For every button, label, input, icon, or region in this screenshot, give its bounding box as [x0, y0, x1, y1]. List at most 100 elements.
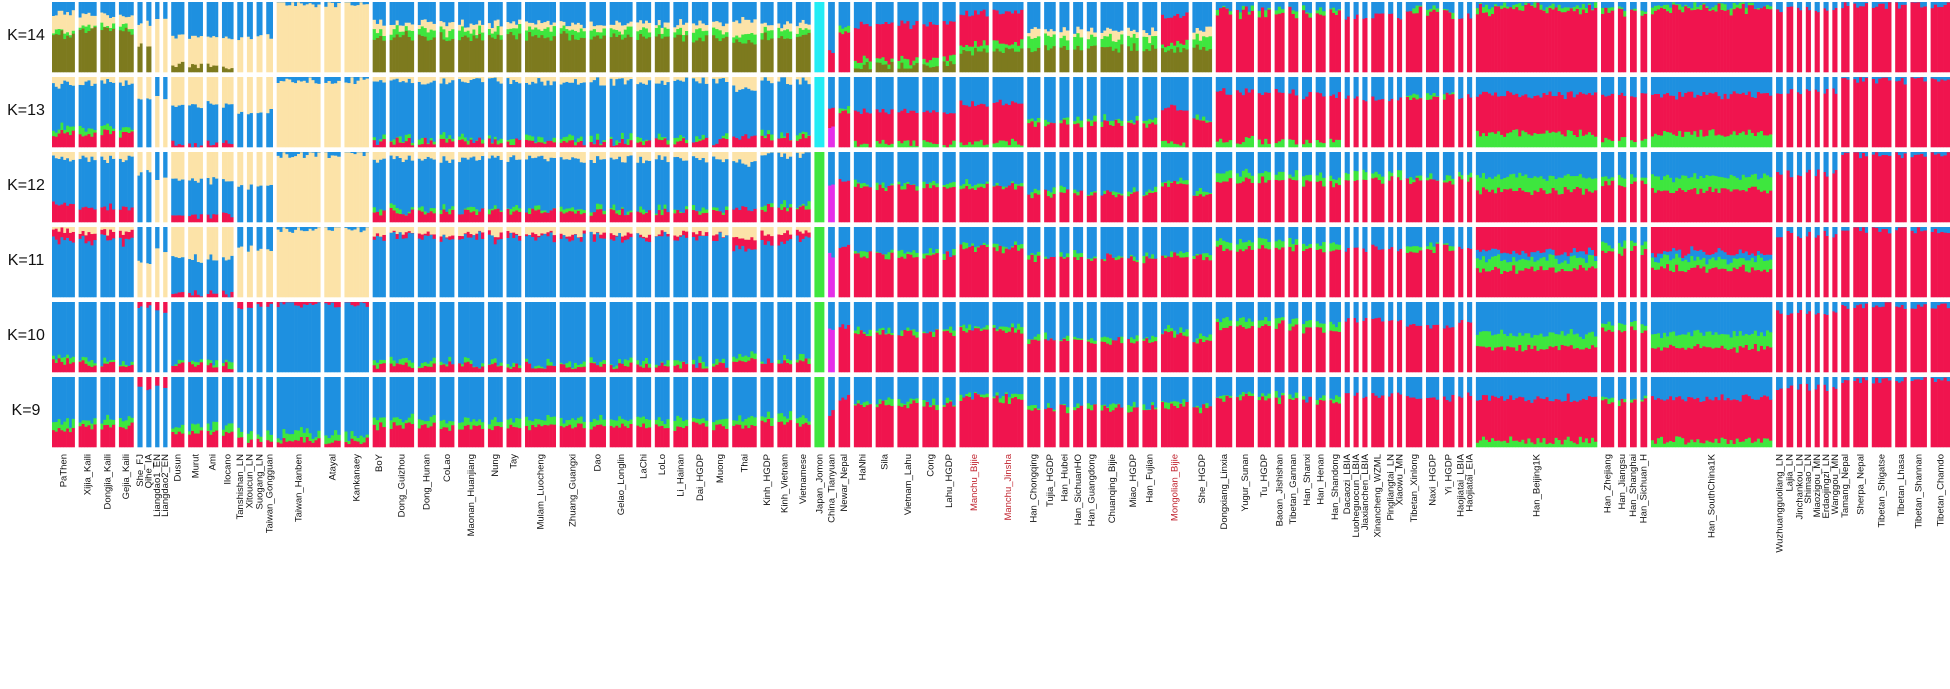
ancestry-segment: [1294, 152, 1299, 171]
ancestry-segment: [1090, 191, 1094, 196]
ancestry-segment: [1267, 92, 1271, 144]
ancestry-segment: [654, 24, 659, 28]
ancestry-segment: [1362, 179, 1366, 223]
ancestry-segment: [1515, 3, 1519, 8]
ancestry-segment: [426, 143, 430, 148]
ancestry-segment: [1371, 152, 1375, 174]
ancestry-segment: [783, 137, 787, 148]
ancestry-segment: [1182, 152, 1186, 181]
ancestry-segment: [1257, 152, 1262, 174]
ancestry-segment: [1142, 152, 1146, 196]
ancestry-segment: [1036, 194, 1041, 223]
ancestry-segment: [559, 20, 563, 29]
ancestry-segment: [1643, 93, 1648, 139]
ancestry-segment: [1079, 37, 1084, 51]
ancestry-segment: [1762, 190, 1767, 223]
ancestry-segment: [1027, 119, 1031, 124]
ancestry-segment: [130, 83, 134, 130]
ancestry-segment: [1572, 97, 1577, 136]
ancestry-segment: [1458, 2, 1461, 19]
ancestry-segment: [798, 2, 802, 23]
ancestry-segment: [1900, 4, 1904, 73]
ancestry-segment: [982, 77, 986, 105]
ancestry-segment: [389, 141, 393, 148]
ancestry-segment: [1033, 192, 1038, 223]
ancestry-segment: [423, 36, 427, 73]
ancestry-segment: [881, 56, 885, 65]
ancestry-segment: [579, 37, 583, 73]
ancestry-segment: [576, 210, 581, 223]
population-bar: [1814, 152, 1820, 223]
ancestry-segment: [1151, 192, 1155, 223]
ancestry-segment: [663, 152, 667, 157]
ancestry-segment: [420, 77, 425, 85]
ancestry-segment: [475, 139, 479, 141]
ancestry-segment: [1202, 191, 1206, 197]
ancestry-segment: [1633, 181, 1637, 223]
ancestry-segment: [609, 152, 613, 158]
ancestry-segment: [571, 22, 575, 30]
population-bar: [266, 152, 273, 223]
ancestry-segment: [1527, 97, 1531, 135]
ancestry-segment: [57, 158, 61, 206]
population-bar: [875, 152, 894, 223]
ancestry-segment: [1198, 120, 1203, 148]
ancestry-segment: [744, 206, 748, 223]
ancestry-segment: [615, 20, 619, 30]
ancestry-segment: [432, 2, 436, 24]
ancestry-segment: [1010, 77, 1015, 102]
ancestry-segment: [442, 131, 446, 139]
ancestry-segment: [78, 2, 82, 18]
ancestry-segment: [828, 127, 832, 148]
ancestry-segment: [1007, 77, 1012, 105]
ancestry-segment: [574, 145, 578, 148]
ancestry-segment: [1027, 122, 1031, 148]
ancestry-segment: [1030, 152, 1034, 193]
ancestry-segment: [629, 139, 633, 148]
ancestry-segment: [992, 102, 996, 144]
ancestry-segment: [868, 113, 872, 148]
ancestry-segment: [935, 152, 939, 184]
ancestry-segment: [1151, 190, 1155, 193]
ancestry-segment: [645, 160, 649, 213]
ancestry-segment: [359, 2, 363, 73]
ancestry-segment: [124, 126, 128, 132]
ancestry-segment: [679, 2, 683, 20]
ancestry-segment: [647, 80, 652, 141]
ancestry-segment: [788, 77, 793, 85]
ancestry-segment: [472, 156, 476, 208]
ancestry-segment: [171, 65, 175, 73]
ancestry-segment: [1215, 77, 1220, 92]
ancestry-segment: [171, 178, 175, 216]
ancestry-segment: [81, 28, 85, 73]
ancestry-segment: [537, 2, 541, 21]
ancestry-segment: [1539, 2, 1543, 5]
ancestry-segment: [81, 152, 85, 156]
ancestry-segment: [552, 25, 556, 37]
ancestry-segment: [948, 60, 953, 73]
ancestry-segment: [704, 152, 709, 163]
ancestry-segment: [612, 159, 616, 205]
ancestry-segment: [932, 180, 936, 186]
ancestry-segment: [1633, 96, 1637, 143]
ancestry-segment: [512, 152, 516, 156]
ancestry-segment: [1291, 89, 1296, 140]
ancestry-segment: [109, 30, 113, 73]
ancestry-segment: [945, 113, 950, 148]
ancestry-segment: [788, 139, 793, 141]
ancestry-segment: [1202, 77, 1206, 117]
ancestry-segment: [645, 2, 649, 21]
ancestry-segment: [1705, 2, 1709, 7]
ancestry-segment: [747, 138, 751, 148]
ancestry-segment: [701, 152, 706, 159]
ancestry-segment: [831, 126, 835, 148]
ancestry-segment: [559, 211, 563, 223]
ancestry-segment: [1487, 15, 1492, 73]
ancestry-segment: [574, 77, 578, 80]
ancestry-segment: [1451, 2, 1455, 13]
ancestry-segment: [1903, 84, 1907, 148]
ancestry-segment: [407, 137, 412, 148]
ancestry-segment: [199, 145, 203, 148]
ancestry-segment: [1738, 132, 1743, 148]
ancestry-segment: [490, 152, 495, 156]
